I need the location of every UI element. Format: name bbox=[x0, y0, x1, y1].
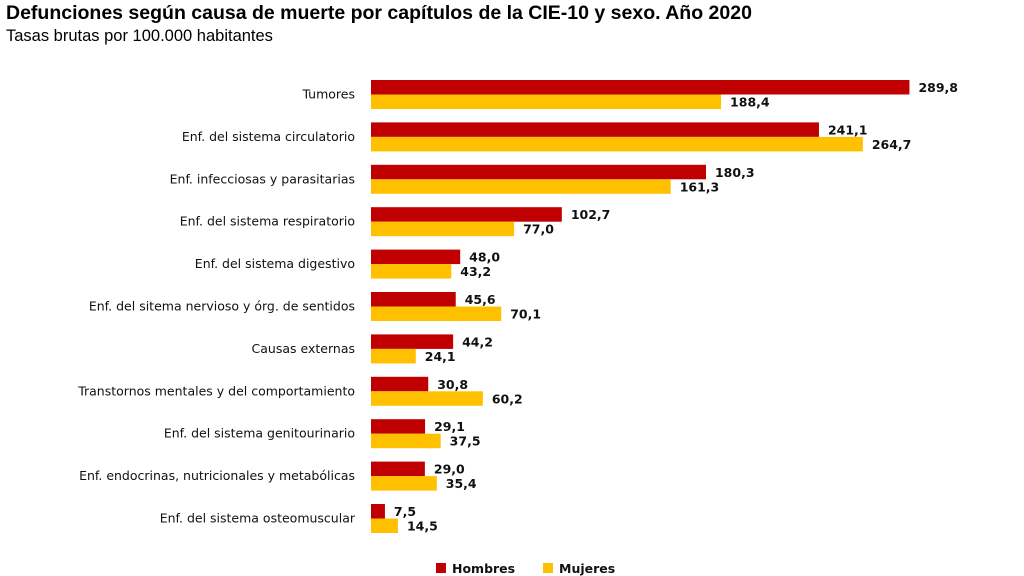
legend-label: Mujeres bbox=[559, 561, 615, 576]
bar-hombres bbox=[371, 164, 706, 180]
bar-hombres bbox=[371, 334, 454, 349]
bar-mujeres bbox=[371, 136, 863, 152]
category-label: Enf. del sitema nervioso y órg. de senti… bbox=[89, 299, 355, 314]
data-label: 188,4 bbox=[730, 95, 770, 110]
bar-hombres bbox=[371, 461, 425, 477]
legend: Hombres Mujeres bbox=[436, 561, 615, 576]
data-label: 14,5 bbox=[407, 519, 438, 534]
bar-mujeres bbox=[371, 179, 671, 194]
bar-mujeres bbox=[371, 221, 515, 237]
data-label: 45,6 bbox=[465, 292, 496, 307]
data-label: 180,3 bbox=[715, 165, 755, 180]
bar-mujeres bbox=[371, 306, 502, 321]
bar-mujeres bbox=[371, 348, 416, 364]
data-label: 48,0 bbox=[469, 250, 500, 265]
category-label: Enf. del sistema osteomuscular bbox=[160, 511, 356, 526]
bar-hombres bbox=[371, 207, 562, 222]
data-label: 35,4 bbox=[446, 476, 477, 491]
data-label: 60,2 bbox=[492, 391, 523, 406]
chart-subtitle: Tasas brutas por 100.000 habitantes bbox=[6, 27, 273, 45]
data-label: 241,1 bbox=[828, 122, 868, 137]
legend-swatch-hombres bbox=[436, 563, 446, 573]
category-label: Enf. del sistema genitourinario bbox=[164, 426, 355, 441]
bar-hombres bbox=[371, 376, 429, 392]
category-label: Enf. del sistema respiratorio bbox=[180, 214, 355, 229]
category-label: Causas externas bbox=[252, 341, 355, 356]
bar-hombres bbox=[371, 292, 456, 307]
data-label: 43,2 bbox=[460, 264, 491, 279]
category-label: Enf. del sistema digestivo bbox=[195, 256, 355, 271]
data-label: 161,3 bbox=[680, 179, 720, 194]
data-label: 29,0 bbox=[434, 462, 465, 477]
data-label: 29,1 bbox=[434, 419, 465, 434]
bar-mujeres bbox=[371, 433, 441, 449]
category-label: Enf. del sistema circulatorio bbox=[182, 129, 355, 144]
category-label: Transtornos mentales y del comportamient… bbox=[77, 383, 355, 398]
data-label: 77,0 bbox=[523, 222, 554, 237]
legend-swatch-mujeres bbox=[543, 563, 553, 573]
bar-mujeres bbox=[371, 476, 437, 491]
data-label: 102,7 bbox=[571, 207, 611, 222]
data-label: 37,5 bbox=[450, 434, 481, 449]
chart-title: Defunciones según causa de muerte por ca… bbox=[6, 2, 752, 24]
bar-hombres bbox=[371, 249, 461, 265]
data-label: 24,1 bbox=[425, 349, 456, 364]
data-label: 30,8 bbox=[437, 377, 468, 392]
bar-hombres bbox=[371, 504, 385, 519]
category-label: Enf. endocrinas, nutricionales y metaból… bbox=[79, 468, 355, 483]
bar-mujeres bbox=[371, 518, 398, 533]
category-label: Enf. infecciosas y parasitarias bbox=[170, 171, 355, 186]
data-label: 70,1 bbox=[510, 307, 541, 322]
data-label: 264,7 bbox=[872, 137, 912, 152]
legend-label: Hombres bbox=[452, 561, 515, 576]
bar-mujeres bbox=[371, 94, 722, 109]
bar-hombres bbox=[371, 419, 426, 434]
bars-layer: Tumores 289,8 188,4 Enf. del sistema circul… bbox=[77, 80, 958, 534]
data-label: 44,2 bbox=[462, 334, 493, 349]
bar-hombres bbox=[371, 80, 910, 95]
bar-mujeres bbox=[371, 391, 483, 406]
bar-mujeres bbox=[371, 264, 452, 279]
bar-hombres bbox=[371, 122, 819, 137]
data-label: 7,5 bbox=[394, 504, 416, 519]
data-label: 289,8 bbox=[918, 80, 958, 95]
category-label: Tumores bbox=[301, 87, 355, 102]
